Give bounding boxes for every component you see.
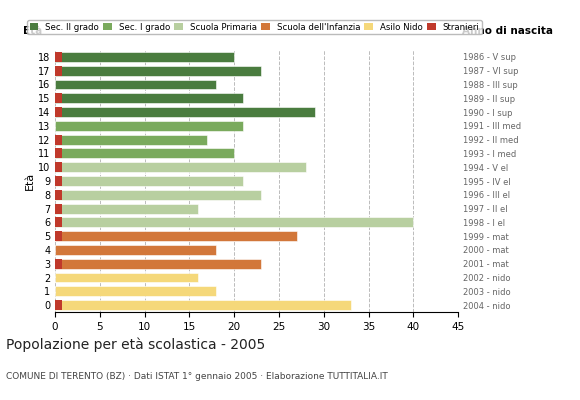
Bar xyxy=(55,176,62,186)
Bar xyxy=(55,66,261,76)
Bar xyxy=(55,80,216,90)
Bar xyxy=(55,231,62,241)
Bar xyxy=(55,93,243,103)
Bar xyxy=(55,218,414,227)
Text: Età: Età xyxy=(23,26,42,36)
Bar xyxy=(55,245,216,255)
Bar xyxy=(55,148,62,158)
Bar xyxy=(55,272,198,282)
Bar xyxy=(55,135,62,144)
Text: Anno di nascita: Anno di nascita xyxy=(462,26,553,36)
Bar xyxy=(55,190,62,200)
Bar xyxy=(55,300,351,310)
Text: Popolazione per età scolastica - 2005: Popolazione per età scolastica - 2005 xyxy=(6,338,265,352)
Bar xyxy=(55,162,306,172)
Bar xyxy=(55,148,234,158)
Bar xyxy=(55,121,243,131)
Text: COMUNE DI TERENTO (BZ) · Dati ISTAT 1° gennaio 2005 · Elaborazione TUTTITALIA.IT: COMUNE DI TERENTO (BZ) · Dati ISTAT 1° g… xyxy=(6,372,387,381)
Bar xyxy=(55,204,198,214)
Bar xyxy=(55,300,62,310)
Bar xyxy=(55,259,261,269)
Bar xyxy=(55,135,208,144)
Bar xyxy=(55,218,62,227)
Bar xyxy=(55,66,62,76)
Bar xyxy=(55,162,62,172)
Bar xyxy=(55,107,315,117)
Bar xyxy=(55,52,62,62)
Bar xyxy=(55,93,62,103)
Y-axis label: Età: Età xyxy=(25,172,35,190)
Bar xyxy=(55,52,234,62)
Bar xyxy=(55,107,62,117)
Bar xyxy=(55,259,62,269)
Bar xyxy=(55,231,297,241)
Bar xyxy=(55,190,261,200)
Bar xyxy=(55,204,62,214)
Bar xyxy=(55,176,243,186)
Bar xyxy=(55,286,216,296)
Legend: Sec. II grado, Sec. I grado, Scuola Primaria, Scuola dell'Infanzia, Asilo Nido, : Sec. II grado, Sec. I grado, Scuola Prim… xyxy=(27,20,482,34)
